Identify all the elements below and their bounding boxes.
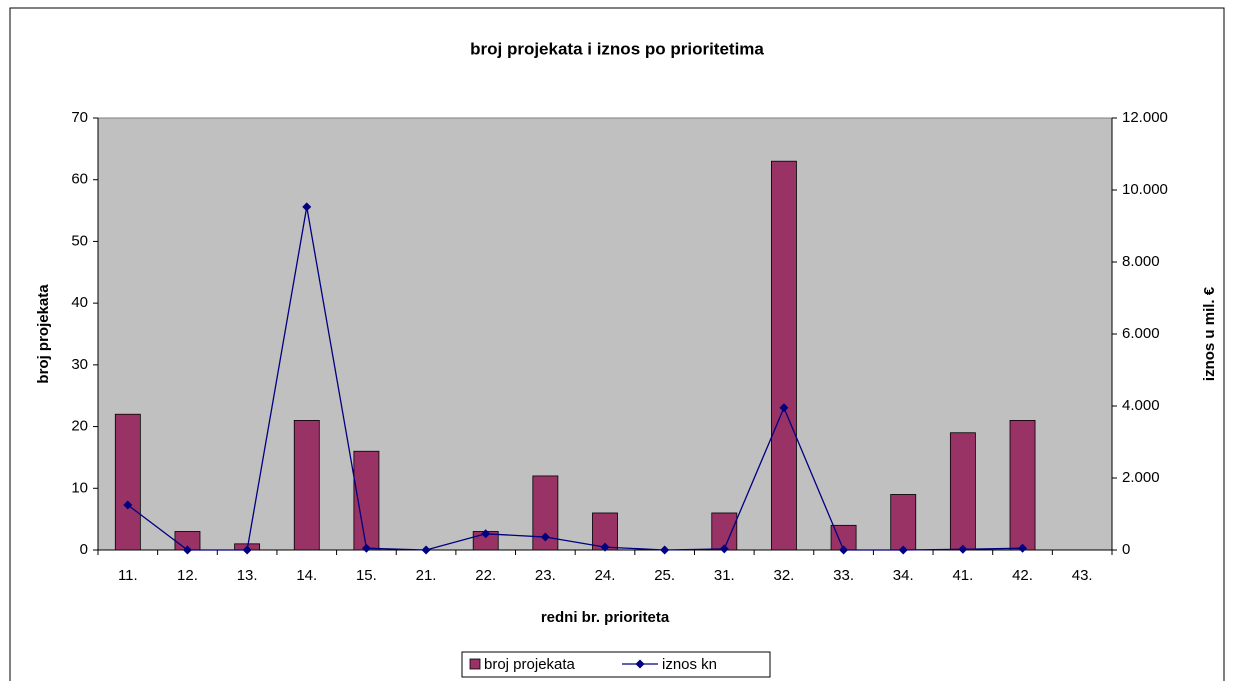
- y2-tick-label: 12.000: [1122, 109, 1168, 126]
- line-marker: [660, 545, 670, 555]
- line-marker: [600, 542, 610, 552]
- bar: [771, 160, 797, 551]
- x-tick-label: 25.: [654, 567, 675, 584]
- legend-swatch: [469, 658, 481, 670]
- line: [127, 206, 1023, 551]
- line-marker: [182, 545, 192, 555]
- y-tick-label: 40: [71, 294, 88, 311]
- line-marker: [421, 545, 431, 555]
- bar: [293, 419, 320, 551]
- line-marker: [719, 544, 729, 554]
- legend-marker: [635, 659, 645, 669]
- x-tick-label: 24.: [595, 567, 616, 584]
- line-marker: [898, 545, 908, 555]
- line-marker: [1018, 543, 1028, 553]
- y2-tick-label: 0: [1122, 541, 1130, 558]
- x-tick-label: 23.: [535, 567, 556, 584]
- line-marker: [361, 543, 371, 553]
- x-tick-label: 31.: [714, 567, 735, 584]
- x-tick-label: 12.: [177, 567, 198, 584]
- bar: [532, 475, 559, 551]
- x-tick-label: 15.: [356, 567, 377, 584]
- x-tick-label: 22.: [475, 567, 496, 584]
- y-tick-label: 10: [71, 479, 88, 496]
- chart-title: broj projekata i iznos po prioritetima: [470, 39, 764, 58]
- bar: [890, 494, 917, 551]
- x-tick-label: 13.: [237, 567, 258, 584]
- legend-label: iznos kn: [662, 656, 717, 673]
- y-tick-label: 70: [71, 109, 88, 126]
- y2-axis-title: iznos u mil. €: [1201, 286, 1218, 381]
- x-tick-label: 32.: [774, 567, 795, 584]
- line-marker: [779, 403, 789, 413]
- x-tick-label: 21.: [416, 567, 437, 584]
- bar: [711, 512, 738, 551]
- line-marker: [481, 529, 491, 539]
- y2-tick-label: 8.000: [1122, 253, 1160, 270]
- y2-tick-label: 6.000: [1122, 325, 1160, 342]
- chart-border: [9, 7, 1225, 681]
- x-tick-label: 14.: [296, 567, 317, 584]
- y-tick-label: 20: [71, 418, 88, 435]
- line-marker: [958, 544, 968, 554]
- x-tick-label: 42.: [1012, 567, 1033, 584]
- line-marker: [540, 532, 550, 542]
- y-axis-title: broj projekata: [35, 284, 52, 384]
- legend-box: [461, 651, 771, 678]
- x-tick-label: 11.: [118, 567, 138, 584]
- line-marker: [123, 500, 133, 510]
- y2-tick-label: 10.000: [1122, 181, 1168, 198]
- line-marker: [242, 545, 252, 555]
- y2-tick-label: 4.000: [1122, 397, 1160, 414]
- bar: [949, 432, 976, 551]
- y-tick-label: 30: [71, 356, 88, 373]
- y2-tick-label: 2.000: [1122, 469, 1160, 486]
- x-axis-title: redni br. prioriteta: [541, 609, 670, 626]
- x-tick-label: 33.: [833, 567, 854, 584]
- legend-label: broj projekata: [484, 656, 576, 673]
- x-tick-label: 34.: [893, 567, 914, 584]
- x-tick-label: 43.: [1072, 567, 1093, 584]
- y-tick-label: 50: [71, 232, 88, 249]
- bar: [114, 413, 141, 551]
- line-marker: [839, 545, 849, 555]
- bar: [1009, 419, 1036, 551]
- x-tick-label: 41.: [952, 567, 973, 584]
- y-tick-label: 60: [71, 171, 88, 188]
- y-tick-label: 0: [80, 541, 88, 558]
- line-marker: [302, 202, 312, 212]
